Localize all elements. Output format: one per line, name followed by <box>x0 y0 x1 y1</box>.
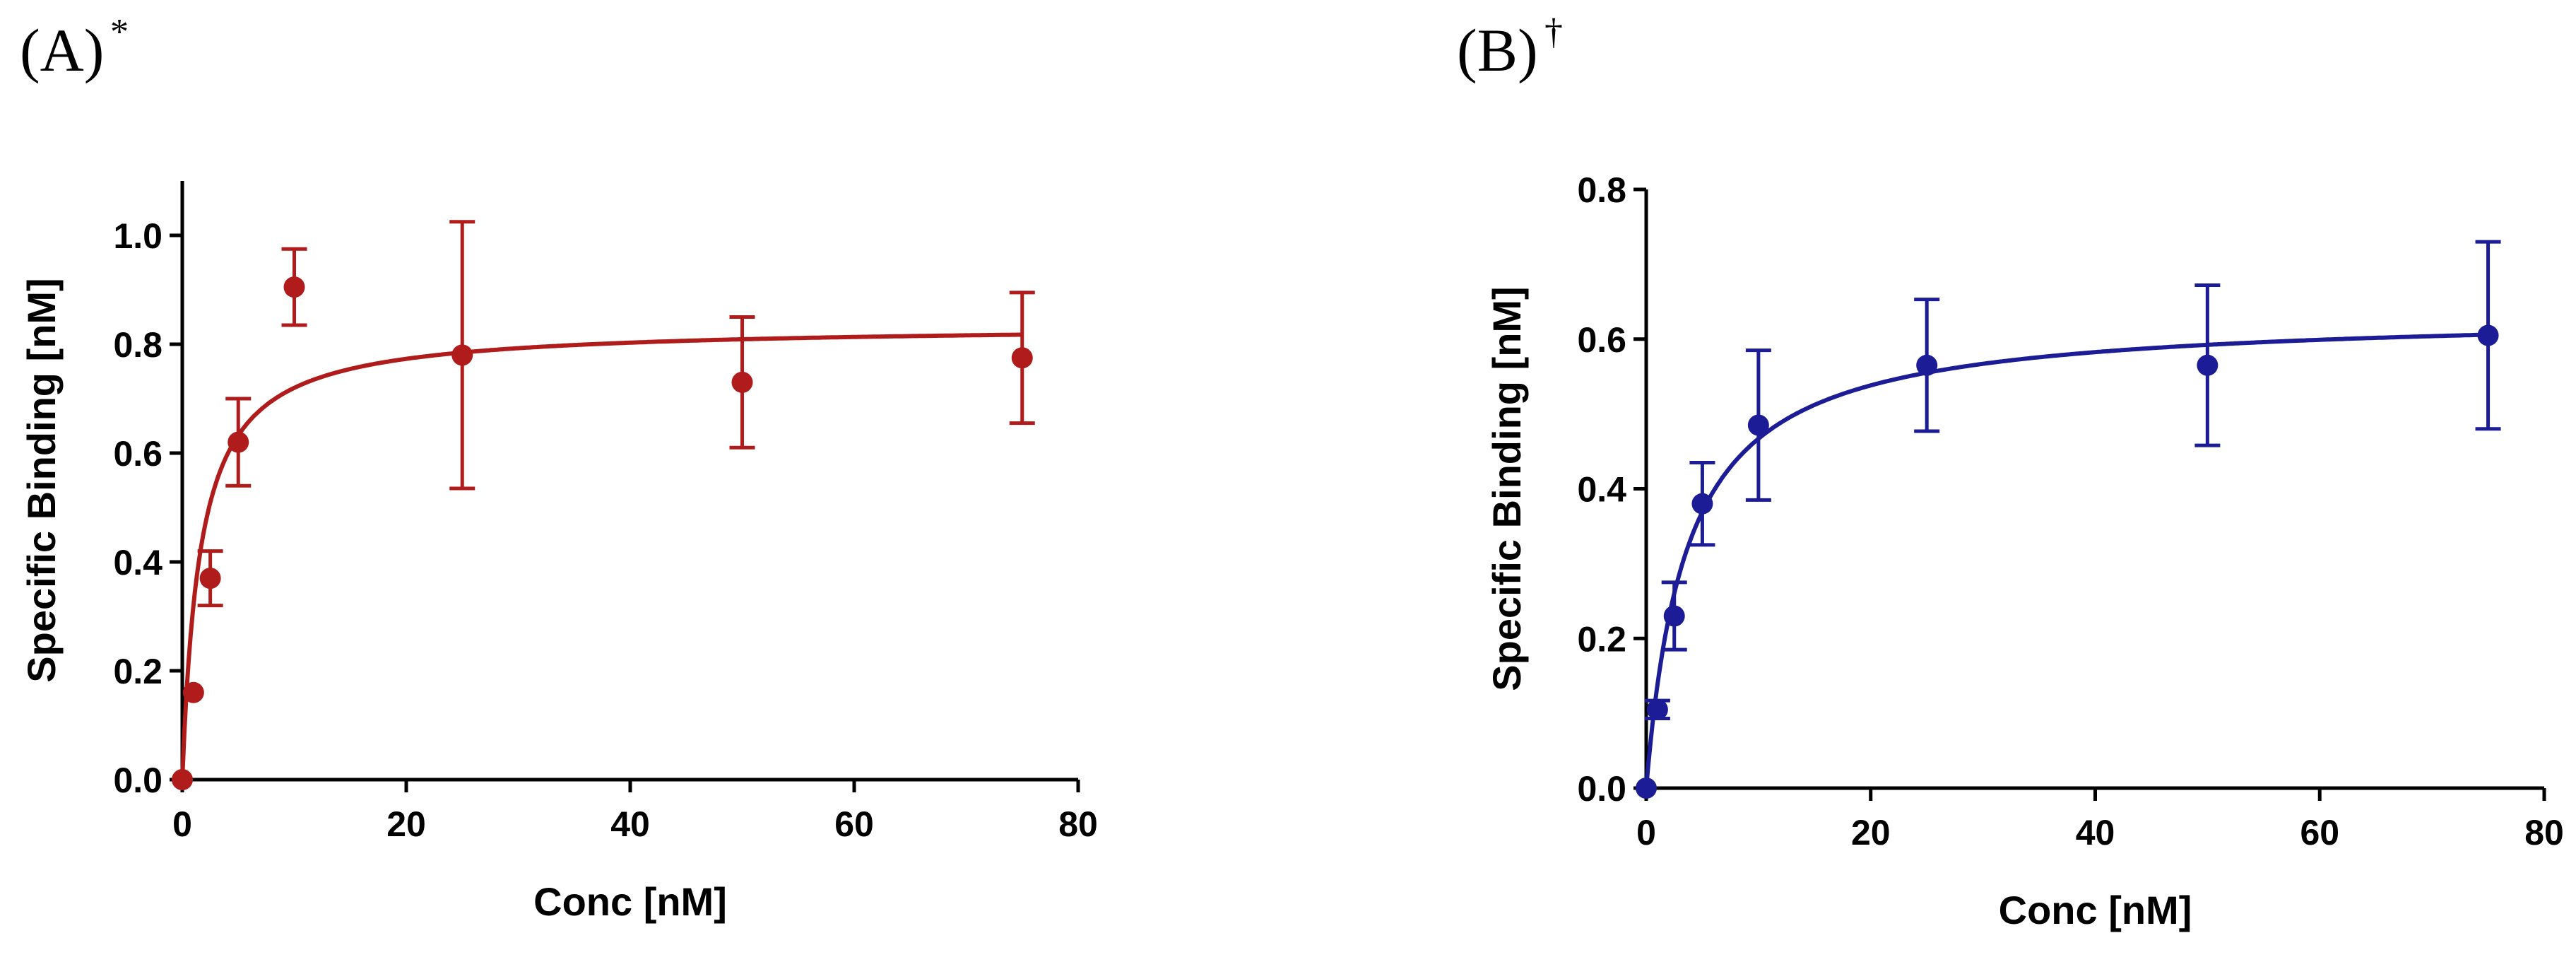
data-point <box>731 371 753 393</box>
panel-a-chart: (A) * 0.0 0.2 0.4 0.6 0.8 1.0 0 20 40 60 80 Conc [n… <box>19 12 1098 924</box>
x-tick-label: 60 <box>2300 813 2339 852</box>
x-tick-label: 80 <box>1058 804 1098 844</box>
data-point <box>1663 605 1685 627</box>
x-tick-label: 40 <box>2076 813 2115 852</box>
x-tick-label: 0 <box>1636 813 1656 852</box>
data-point <box>1636 778 1657 799</box>
data-point <box>182 681 204 703</box>
fit-curve <box>180 332 1022 780</box>
y-tick-label: 0.0 <box>113 761 163 800</box>
y-tick-label: 0.6 <box>113 434 163 474</box>
y-tick-label: 0.8 <box>1577 170 1626 210</box>
y-axis-title: Specific Binding [nM] <box>19 278 64 682</box>
data-point <box>283 276 305 298</box>
y-tick-label: 0.4 <box>113 543 163 582</box>
x-axis-title: Conc [nM] <box>1999 888 2192 932</box>
data-point <box>451 344 473 366</box>
panel-a-mark: * <box>110 12 129 52</box>
x-tick-label: 60 <box>834 804 874 844</box>
x-tick-label: 0 <box>172 804 192 844</box>
y-tick-label: 1.0 <box>113 216 163 256</box>
panel-b-label: (B) <box>1457 16 1538 84</box>
data-point <box>1747 414 1769 436</box>
y-tick-label: 0.4 <box>1577 470 1626 510</box>
y-tick-label: 0.0 <box>1577 769 1626 809</box>
data-point <box>172 769 193 790</box>
y-tick-label: 0.2 <box>113 652 163 691</box>
fit-curve <box>1644 332 2488 789</box>
data-point <box>228 431 249 453</box>
y-axis-title: Specific Binding [nM] <box>1484 286 1529 691</box>
panel-a-label: (A) <box>20 16 104 84</box>
panel-b-mark: † <box>1544 12 1563 52</box>
x-axis-title: Conc [nM] <box>533 879 727 924</box>
y-tick-label: 0.6 <box>1577 320 1626 360</box>
x-tick-label: 80 <box>2524 813 2564 852</box>
data-point <box>2197 354 2218 376</box>
data-point <box>2477 324 2499 346</box>
panel-b-chart: (B) † 0.0 0.2 0.4 0.6 0.8 0 20 40 60 80 Conc [nM] S… <box>1457 12 2564 932</box>
data-point <box>1011 347 1033 369</box>
data-point <box>199 568 221 589</box>
x-tick-label: 40 <box>610 804 650 844</box>
data-point <box>1916 354 1938 376</box>
y-tick-label: 0.8 <box>113 325 163 365</box>
data-point <box>1691 493 1713 515</box>
x-tick-label: 20 <box>1851 813 1891 852</box>
y-tick-label: 0.2 <box>1577 619 1626 659</box>
data-point <box>1646 698 1668 720</box>
x-tick-label: 20 <box>386 804 426 844</box>
